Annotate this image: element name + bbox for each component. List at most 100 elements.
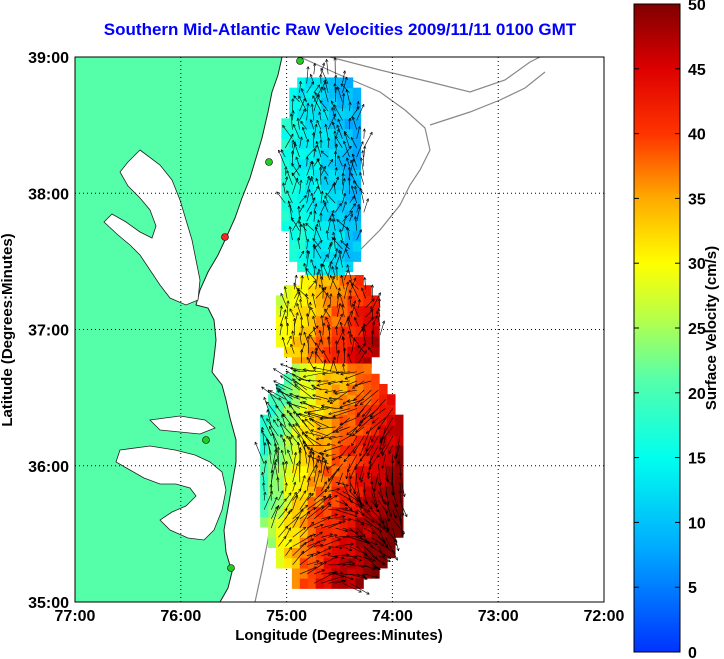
- velocity-arrow: [319, 111, 322, 121]
- velocity-cell: [339, 424, 348, 436]
- velocity-arrow: [289, 308, 295, 318]
- velocity-cell: [363, 435, 372, 446]
- velocity-arrow-head: [313, 326, 316, 330]
- velocity-cell: [291, 305, 301, 317]
- velocity-arrow-head: [354, 383, 358, 386]
- velocity-arrow: [378, 527, 388, 548]
- velocity-cell: [331, 356, 340, 368]
- y-tick-label: 38:00: [28, 186, 69, 203]
- velocity-arrow-head: [356, 415, 360, 418]
- velocity-arrow-head: [336, 326, 339, 329]
- velocity-arrow-head: [283, 182, 286, 186]
- velocity-cell: [363, 414, 372, 426]
- velocity-arrow: [377, 408, 393, 430]
- velocity-cell: [339, 384, 348, 395]
- velocity-cell: [283, 404, 293, 416]
- velocity-arrow-head: [373, 321, 376, 325]
- velocity-arrow: [331, 454, 343, 461]
- velocity-arrow-head: [300, 325, 303, 329]
- velocity-arrow: [310, 419, 329, 428]
- velocity-arrow-head: [295, 156, 299, 160]
- velocity-arrow-head: [263, 396, 267, 400]
- velocity-arrow-head: [352, 203, 356, 206]
- velocity-arrow-head: [291, 110, 294, 114]
- velocity-arrow: [350, 160, 357, 176]
- velocity-arrow-head: [359, 206, 361, 210]
- velocity-arrow-head: [400, 472, 403, 476]
- velocity-arrow: [292, 110, 294, 121]
- velocity-arrow-head: [324, 195, 328, 198]
- velocity-arrow: [293, 312, 299, 327]
- velocity-arrow-head: [388, 451, 392, 454]
- velocity-arrow-head: [260, 414, 264, 417]
- velocity-arrow-head: [318, 330, 320, 334]
- velocity-arrow-head: [315, 265, 317, 269]
- velocity-arrow-head: [301, 432, 305, 434]
- velocity-arrow-head: [362, 323, 365, 327]
- velocity-cell: [297, 261, 306, 273]
- velocity-arrow-head: [302, 419, 304, 423]
- velocity-arrow: [314, 544, 323, 547]
- velocity-arrow: [286, 335, 292, 345]
- velocity-arrow-head: [352, 434, 356, 437]
- velocity-arrow-head: [351, 195, 355, 198]
- velocity-arrow: [356, 206, 361, 222]
- velocity-cell: [323, 305, 333, 317]
- velocity-arrow: [261, 386, 279, 400]
- velocity-arrow: [319, 452, 329, 455]
- velocity-cell: [283, 496, 293, 508]
- velocity-cell: [363, 346, 372, 358]
- velocity-arrow-head: [349, 295, 352, 299]
- velocity-arrow-head: [400, 490, 403, 494]
- velocity-arrow-head: [398, 547, 400, 551]
- velocity-cell: [352, 128, 362, 140]
- velocity-cell: [281, 159, 290, 170]
- velocity-arrow-head: [359, 453, 363, 457]
- velocity-arrow: [336, 303, 341, 317]
- velocity-arrow: [306, 538, 327, 547]
- velocity-arrow-head: [317, 271, 320, 275]
- velocity-arrow-head: [325, 230, 328, 234]
- velocity-arrow-head: [350, 334, 354, 337]
- velocity-arrow-head: [390, 482, 392, 486]
- velocity-arrow: [396, 436, 401, 457]
- velocity-arrow-head: [294, 384, 297, 388]
- velocity-arrow: [336, 313, 343, 327]
- velocity-arrow: [314, 351, 324, 364]
- velocity-arrow-head: [352, 116, 355, 120]
- velocity-arrow-head: [282, 125, 284, 129]
- velocity-arrow-head: [305, 268, 309, 270]
- velocity-cell: [268, 475, 277, 487]
- velocity-cell: [313, 200, 322, 211]
- velocity-arrow-head: [307, 413, 311, 417]
- velocity-arrow-head: [367, 591, 370, 595]
- velocity-arrow: [342, 173, 344, 185]
- velocity-arrow-head: [343, 460, 347, 462]
- velocity-cell: [289, 148, 298, 160]
- velocity-arrow-head: [284, 166, 287, 170]
- velocity-arrow-head: [300, 550, 304, 553]
- velocity-arrow: [276, 191, 286, 204]
- velocity-arrow: [399, 500, 408, 517]
- velocity-arrow: [327, 380, 343, 385]
- velocity-arrow: [303, 263, 309, 281]
- velocity-arrow: [335, 527, 348, 532]
- velocity-arrow: [338, 445, 351, 459]
- velocity-arrow-head: [310, 521, 314, 524]
- velocity-cell: [276, 527, 285, 538]
- velocity-arrow-head: [324, 490, 328, 493]
- velocity-arrow: [315, 342, 324, 354]
- velocity-arrow-head: [273, 449, 277, 452]
- velocity-cell: [276, 424, 285, 436]
- velocity-arrow-head: [319, 130, 323, 134]
- velocity-arrow: [270, 506, 278, 520]
- velocity-cell: [355, 455, 364, 467]
- velocity-arrow: [306, 189, 310, 204]
- velocity-cell: [344, 200, 354, 211]
- colorbar-tick-label: 15: [688, 451, 706, 468]
- velocity-cell: [320, 138, 330, 150]
- velocity-cell: [355, 336, 364, 348]
- velocity-arrow-head: [349, 289, 352, 293]
- velocity-arrow-head: [313, 210, 316, 214]
- velocity-arrow: [306, 477, 310, 492]
